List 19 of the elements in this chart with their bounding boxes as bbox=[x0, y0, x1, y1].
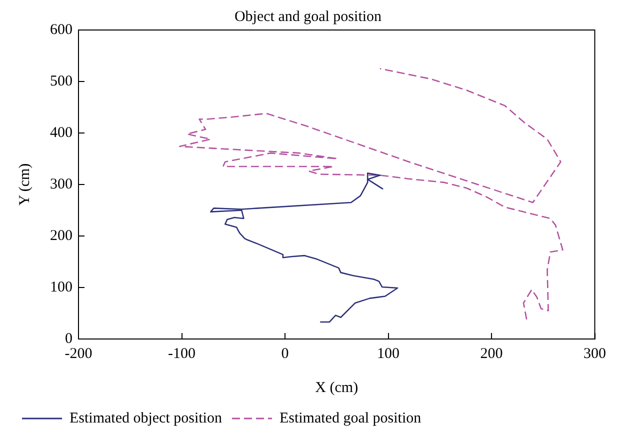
x-tick-label: -200 bbox=[64, 346, 92, 362]
x-axis-title: X (cm) bbox=[315, 380, 358, 396]
chart-title: Object and goal position bbox=[234, 8, 382, 25]
legend-label: Estimated object position bbox=[70, 410, 222, 426]
x-tick-label: 0 bbox=[281, 346, 289, 362]
y-tick-label: 200 bbox=[50, 228, 72, 244]
y-tick-label: 100 bbox=[50, 279, 72, 296]
y-tick-label: 500 bbox=[50, 73, 72, 90]
x-tick-label: 300 bbox=[584, 346, 606, 362]
y-tick-label: 600 bbox=[50, 22, 72, 38]
y-tick-label: 0 bbox=[65, 330, 72, 347]
y-tick-label: 300 bbox=[50, 176, 72, 192]
x-tick-label: 100 bbox=[377, 346, 400, 362]
x-tick-label: -100 bbox=[168, 346, 196, 362]
x-tick-label: 200 bbox=[480, 346, 503, 362]
legend-label: Estimated goal position bbox=[279, 410, 422, 426]
line-series bbox=[179, 68, 564, 320]
y-tick-label: 400 bbox=[50, 124, 72, 141]
y-axis-title: Y (cm) bbox=[16, 163, 33, 206]
